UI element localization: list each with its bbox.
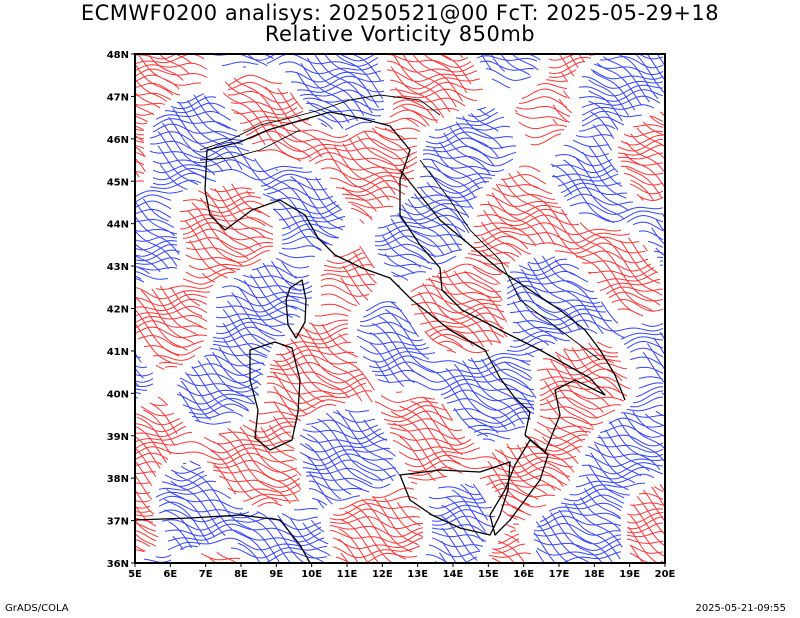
lon-tick-label: 11E (337, 569, 358, 580)
map-subtitle: Relative Vorticity 850mb (264, 22, 536, 46)
tunisia-coastline (135, 514, 311, 563)
map-axes: 5E 6E 7E 8E 9E 10E 11E 12E 13E 14E 15E 16E 17E 18E 19E… (107, 50, 676, 580)
lat-tick-label: 44N (107, 220, 129, 231)
lon-tick-label: 14E (443, 569, 464, 580)
lon-tick-label: 7E (199, 569, 213, 580)
lon-tick-label: 15E (478, 569, 499, 580)
positive-vorticity-contours (135, 54, 665, 563)
negative-vorticity-contours (135, 54, 665, 563)
borders (199, 94, 601, 361)
calabria-coastline (489, 439, 549, 536)
balkan-border (419, 159, 601, 361)
lat-tick-label: 43N (107, 262, 129, 273)
lat-tick-label: 38N (107, 474, 129, 485)
coastlines (135, 111, 626, 563)
corsica-coastline (285, 279, 307, 339)
italy-coastline (204, 111, 606, 453)
lat-tick-label: 36N (107, 559, 129, 570)
sardinia-coastline (249, 341, 301, 451)
map-title: ECMWF0200 analisys: 20250521@00 FcT: 202… (80, 1, 720, 25)
footer-left: GrADS/COLA (5, 603, 69, 614)
switzerland-border (199, 129, 301, 161)
lon-tick-label: 6E (163, 569, 177, 580)
lon-tick-label: 12E (372, 569, 393, 580)
lon-tick-label: 8E (234, 569, 248, 580)
lat-tick-label: 40N (107, 389, 129, 400)
lon-tick-label: 10E (301, 569, 322, 580)
lon-tick-label: 5E (128, 569, 142, 580)
lat-tick-label: 47N (107, 92, 129, 103)
lon-tick-label: 16E (513, 569, 534, 580)
lat-tick-label: 37N (107, 517, 129, 528)
lon-tick-label: 19E (619, 569, 640, 580)
lat-tick-label: 48N (107, 50, 129, 61)
lon-tick-label: 17E (549, 569, 570, 580)
footer-right: 2025-05-21-09:55 (695, 603, 786, 614)
sicily-coastline (399, 461, 511, 536)
alps-border (199, 94, 441, 151)
lon-tick-label: 13E (407, 569, 428, 580)
lon-tick-label: 18E (584, 569, 605, 580)
vorticity-field (135, 54, 665, 563)
lon-tick-label: 20E (655, 569, 676, 580)
lon-tick-label: 9E (269, 569, 283, 580)
lat-tick-label: 46N (107, 135, 129, 146)
lat-tick-label: 45N (107, 177, 129, 188)
lat-tick-label: 42N (107, 305, 129, 316)
lat-tick-label: 39N (107, 432, 129, 443)
balkan-coastline (399, 169, 626, 401)
lat-tick-label: 41N (107, 347, 129, 358)
